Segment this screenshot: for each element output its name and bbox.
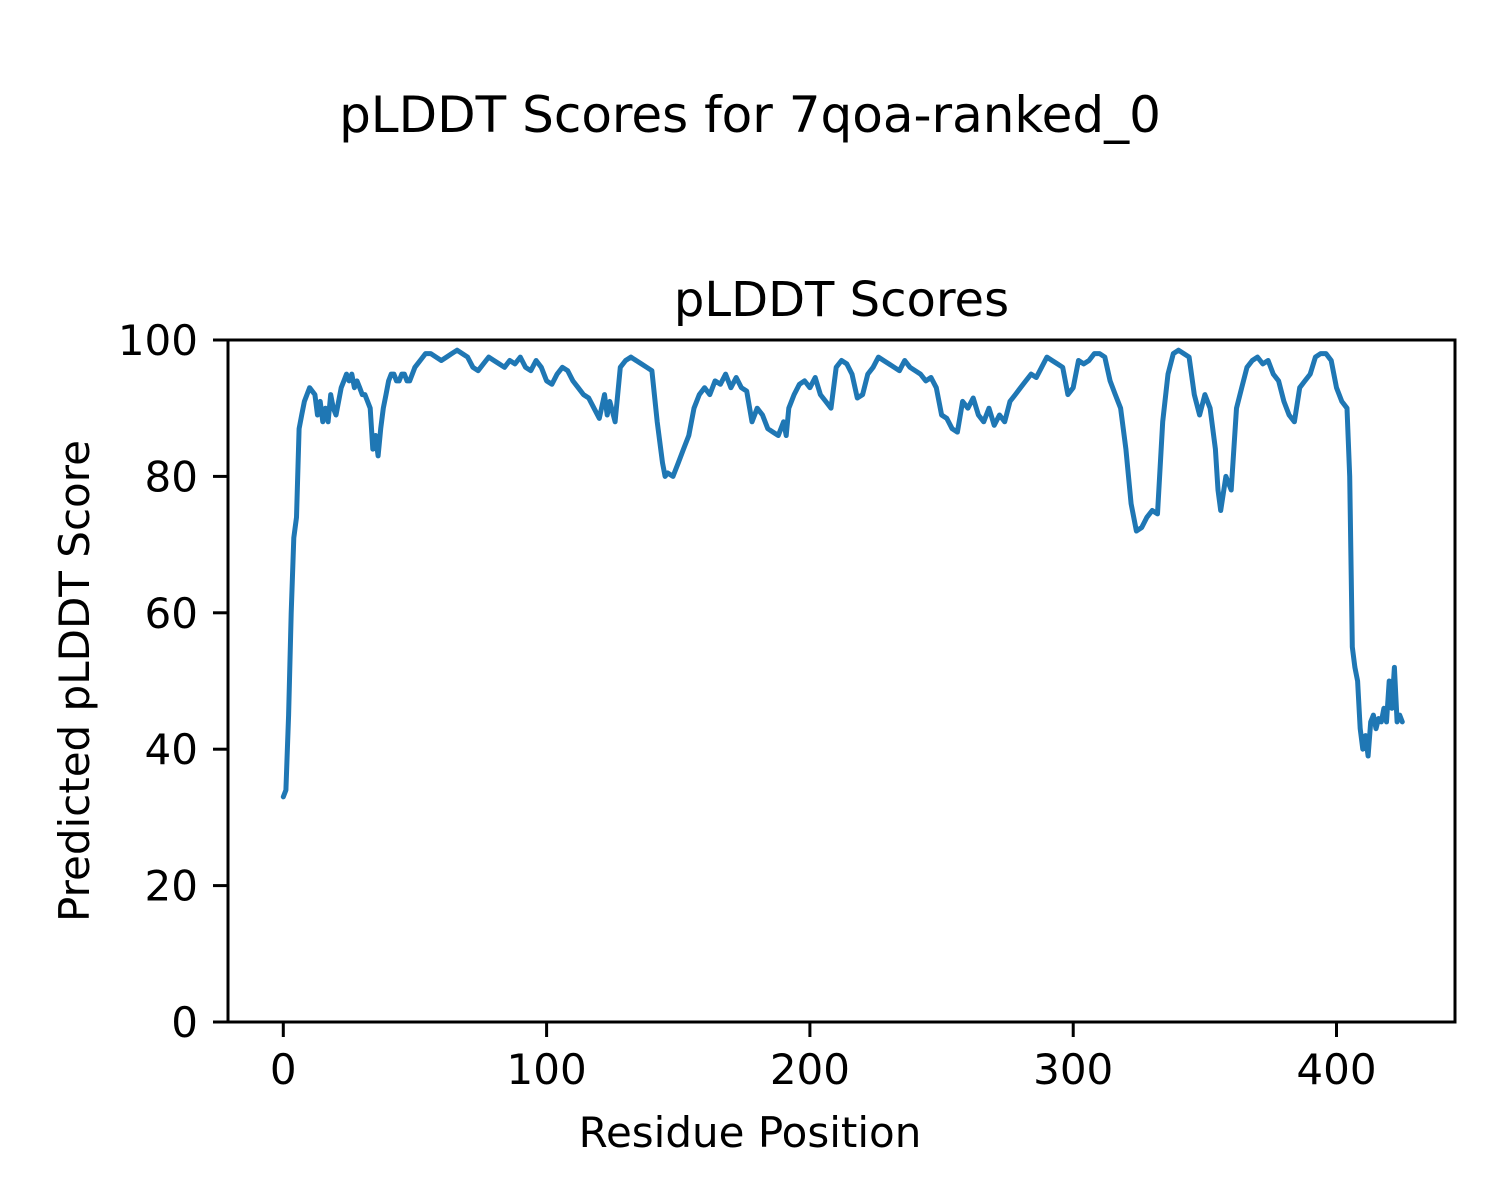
- y-tick-label: 80: [145, 452, 198, 501]
- y-tick-label: 60: [145, 589, 198, 638]
- x-tick-label: 300: [1033, 1045, 1113, 1094]
- y-tick-label: 100: [118, 316, 198, 365]
- axes-frame: [226, 338, 1457, 1024]
- axes-title: pLDDT Scores: [673, 272, 1010, 328]
- plddt-line: [280, 347, 1405, 800]
- y-tick-label: 40: [145, 725, 198, 774]
- y-tick-label: 0: [171, 998, 198, 1047]
- x-tick-label: 200: [770, 1045, 850, 1094]
- x-tick-label: 100: [507, 1045, 587, 1094]
- x-tick-label: 0: [270, 1045, 297, 1094]
- figure-suptitle: pLDDT Scores for 7qoa-ranked_0: [339, 86, 1161, 144]
- y-tick-label: 20: [145, 862, 198, 911]
- x-axis-label: Residue Position: [578, 1108, 922, 1157]
- x-tick-label: 400: [1296, 1045, 1376, 1094]
